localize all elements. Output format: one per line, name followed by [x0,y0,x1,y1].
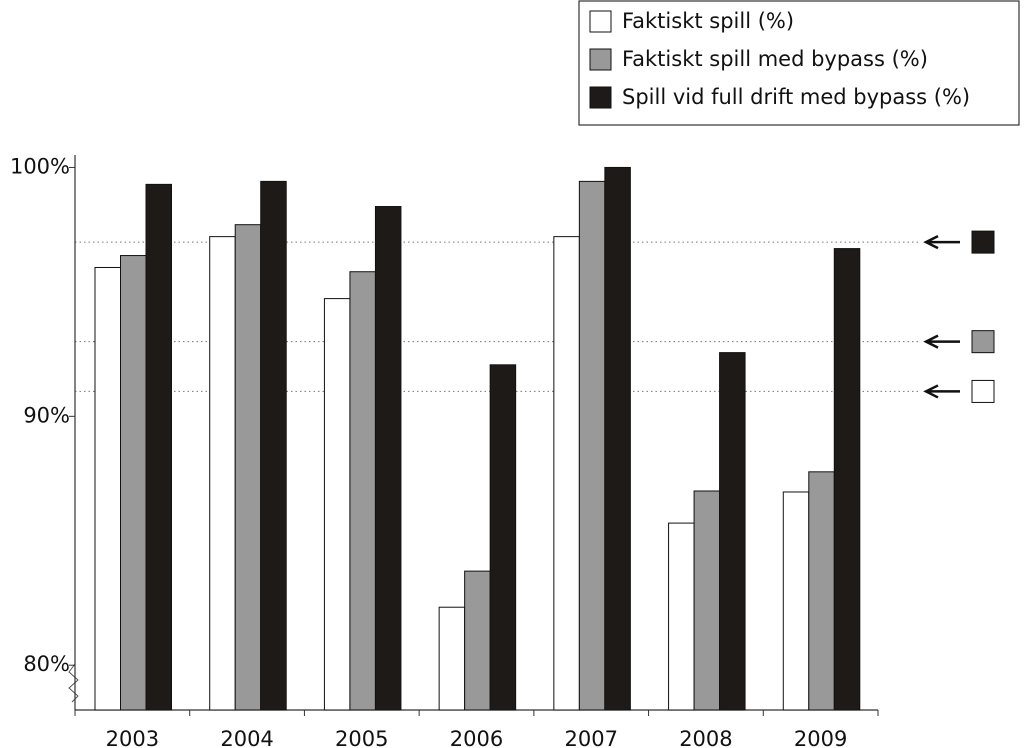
bar [833,248,861,711]
bar [604,166,631,711]
reference-marker [971,330,995,354]
axis-break [68,663,79,703]
bar [145,183,172,711]
x-tick-label: 2004 [220,727,273,748]
legend-label: Faktiskt spill (%) [622,9,794,33]
bar [349,271,376,711]
x-tick-label: 2007 [564,727,617,748]
arrow [923,334,960,349]
bar [782,491,810,711]
arrow [923,384,960,399]
bar [260,180,287,711]
bar [489,364,517,711]
bar [234,224,262,711]
bar [464,570,491,711]
x-tick-label: 2005 [335,727,388,748]
legend-label: Spill vid full drift med bypass (%) [622,85,970,109]
bar [693,490,721,711]
x-tick-label: 2009 [794,727,847,748]
bar [120,255,147,711]
y-tick-label: 90% [23,403,70,427]
bar [94,266,121,711]
legend-swatch [589,86,612,109]
bar [553,236,580,711]
arrow [923,234,960,250]
x-tick-label: 2006 [450,727,503,748]
x-tick-label: 2003 [106,727,159,748]
bar [808,471,835,711]
x-tick-label: 2008 [679,727,732,748]
bar [323,298,351,711]
bar [209,236,236,711]
legend-swatch [589,10,612,33]
legend-box [578,0,1020,126]
reference-marker [971,230,995,254]
y-tick-label: 80% [23,652,70,676]
bar [438,606,466,711]
y-tick-label: 100% [10,154,70,178]
bar [668,522,695,711]
legend-swatch [589,48,612,71]
bar [578,180,606,711]
reference-marker [971,379,995,403]
bar [374,206,402,711]
legend-label: Faktiskt spill med bypass (%) [622,47,928,71]
bar [719,352,746,711]
